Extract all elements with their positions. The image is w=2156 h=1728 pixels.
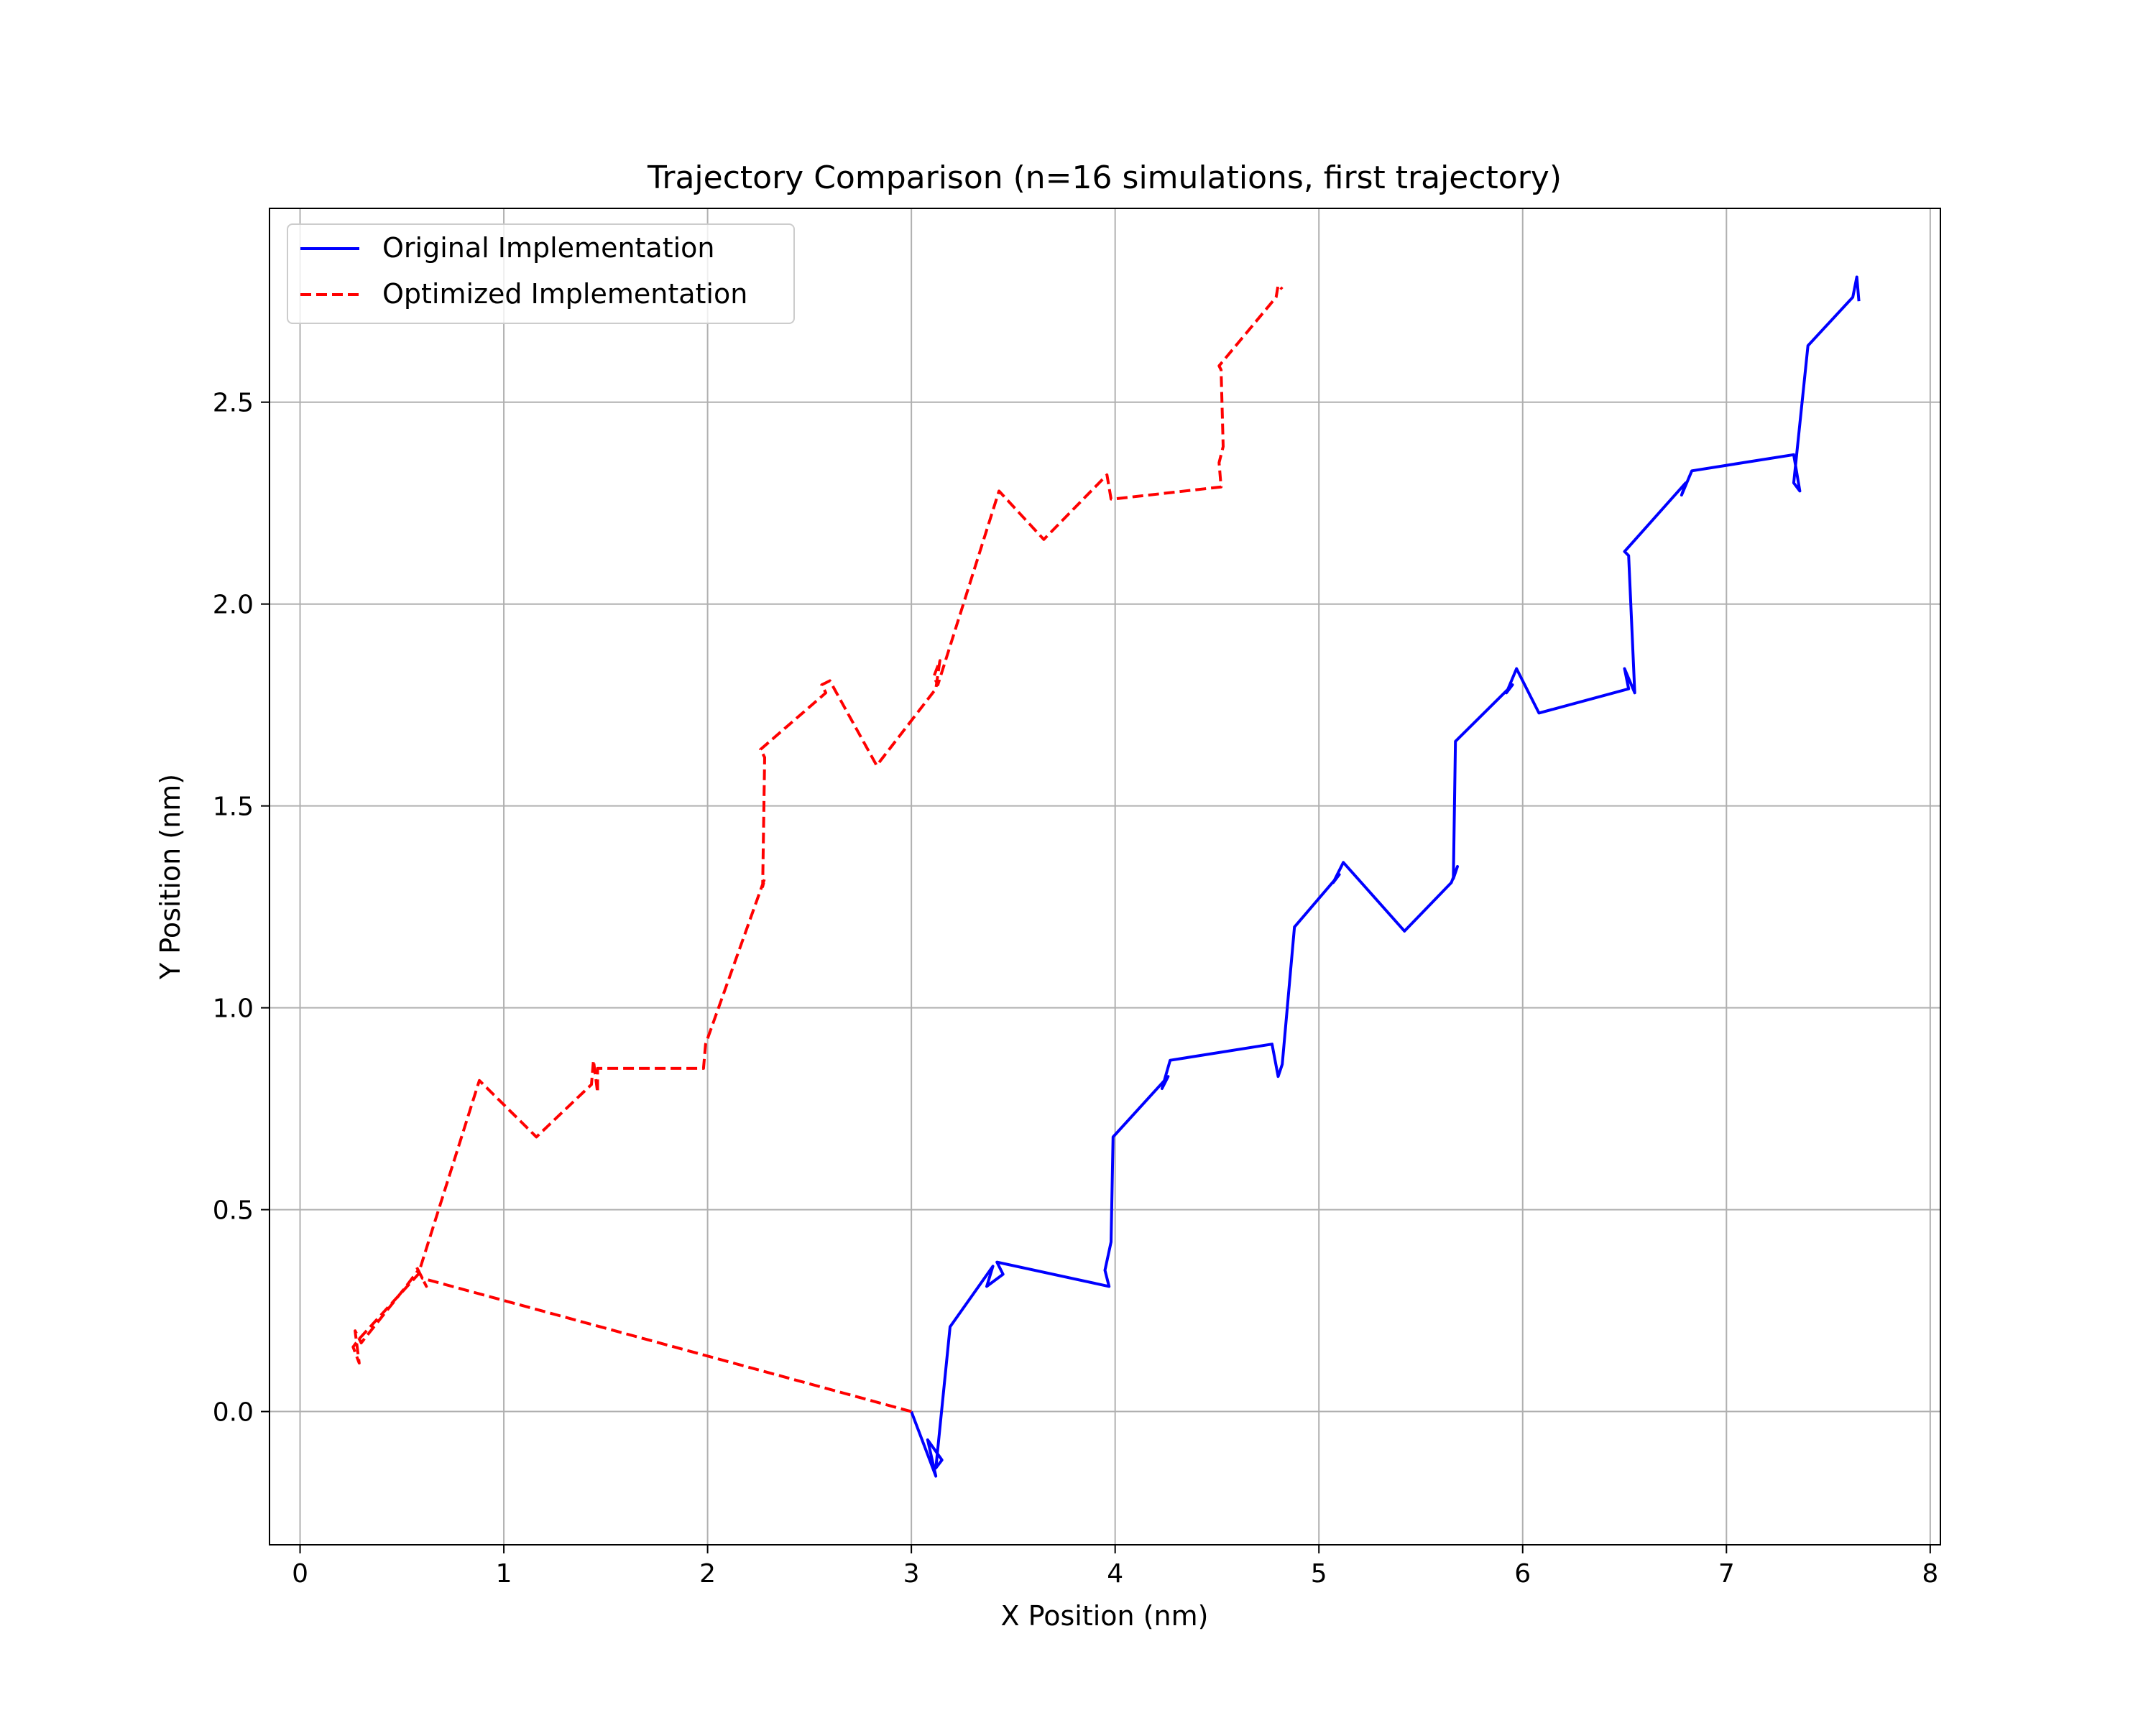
x-tick-label: 5 (1311, 1559, 1327, 1589)
y-tick-label: 1.0 (213, 994, 254, 1024)
x-tick-label: 6 (1514, 1559, 1531, 1589)
legend-label-optimized: Optimized Implementation (382, 278, 747, 310)
series-line-optimized (351, 283, 1284, 1413)
legend: Original Implementation Optimized Implem… (287, 223, 795, 324)
x-tick-label: 7 (1718, 1559, 1735, 1589)
y-tick-label: 0.0 (213, 1398, 254, 1428)
grid (270, 208, 1940, 1545)
chart-title: Trajectory Comparison (n=16 simulations,… (647, 160, 1562, 196)
x-tick-label: 0 (292, 1559, 308, 1589)
y-tick-label: 0.5 (213, 1196, 254, 1226)
y-tick-label: 1.5 (213, 793, 254, 822)
series-lines (351, 275, 1861, 1478)
x-axis-label: X Position (nm) (1001, 1600, 1209, 1632)
legend-box (287, 223, 795, 324)
x-tick-label: 1 (496, 1559, 512, 1589)
y-tick-label: 2.0 (213, 591, 254, 620)
legend-label-original: Original Implementation (382, 232, 715, 264)
series-line-original (910, 275, 1861, 1478)
axis-ticks: 0 1 2 3 4 5 6 7 8 0.0 0.5 1.0 1.5 2.0 2.5 (213, 389, 1939, 1589)
x-tick-label: 2 (699, 1559, 716, 1589)
x-tick-label: 8 (1922, 1559, 1938, 1589)
plot-area (270, 208, 1940, 1545)
x-tick-label: 4 (1107, 1559, 1123, 1589)
y-axis-label: Y Position (nm) (155, 774, 186, 980)
plot-frame (269, 208, 1941, 1546)
y-tick-label: 2.5 (213, 389, 254, 418)
x-tick-label: 3 (903, 1559, 920, 1589)
